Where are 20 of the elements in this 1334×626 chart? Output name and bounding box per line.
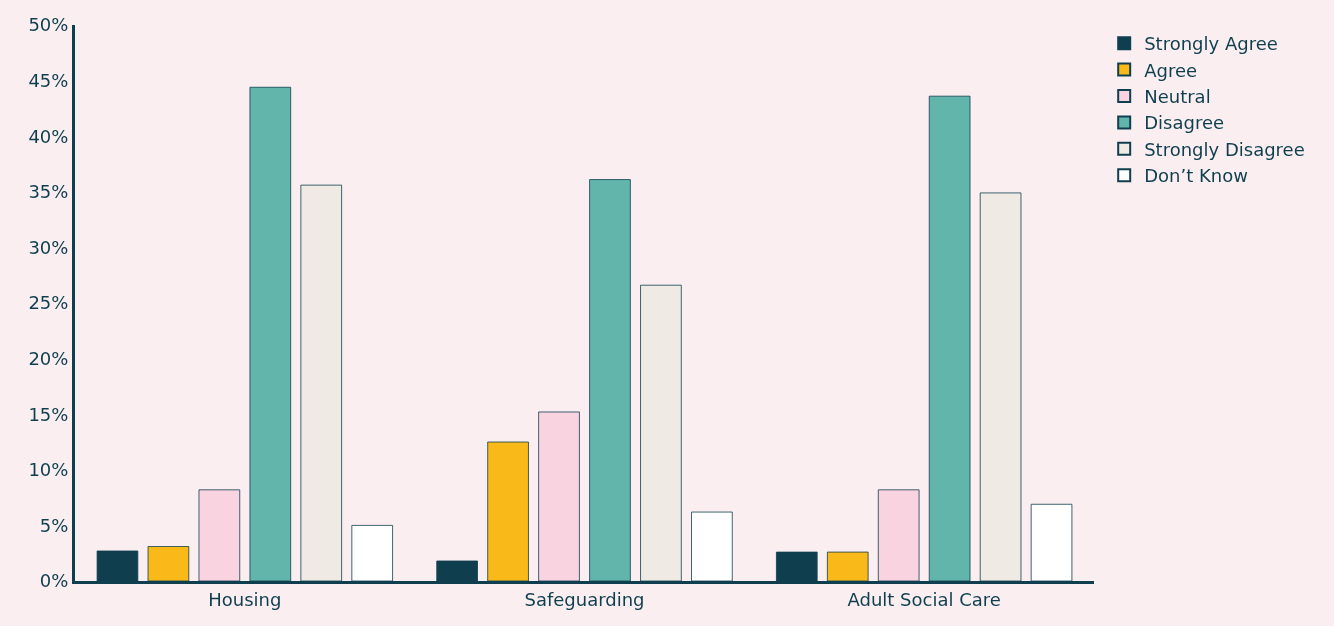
legend-label: Neutral xyxy=(1144,86,1211,108)
legend-label: Don’t Know xyxy=(1144,165,1248,187)
legend-label: Strongly Agree xyxy=(1144,33,1278,55)
y-tick-label: 50% xyxy=(28,14,69,36)
y-tick-label: 0% xyxy=(39,570,69,592)
y-tick-label: 20% xyxy=(28,347,69,369)
y-tick-label: 25% xyxy=(28,292,69,314)
x-tick-label: Housing xyxy=(208,588,282,610)
y-tick-label: 30% xyxy=(28,236,69,258)
y-tick-label: 5% xyxy=(39,514,69,536)
legend-label: Strongly Disagree xyxy=(1144,138,1305,160)
y-tick-label: 45% xyxy=(28,69,69,91)
legend-label: Disagree xyxy=(1144,112,1225,134)
x-tick-label: Safeguarding xyxy=(524,588,645,610)
y-tick-label: 35% xyxy=(28,181,69,203)
x-tick-label: Adult Social Care xyxy=(847,588,1001,610)
legend-label: Agree xyxy=(1144,59,1198,81)
y-tick-label: 10% xyxy=(28,459,69,481)
y-tick-label: 15% xyxy=(28,403,69,425)
y-tick-label: 40% xyxy=(28,125,69,147)
